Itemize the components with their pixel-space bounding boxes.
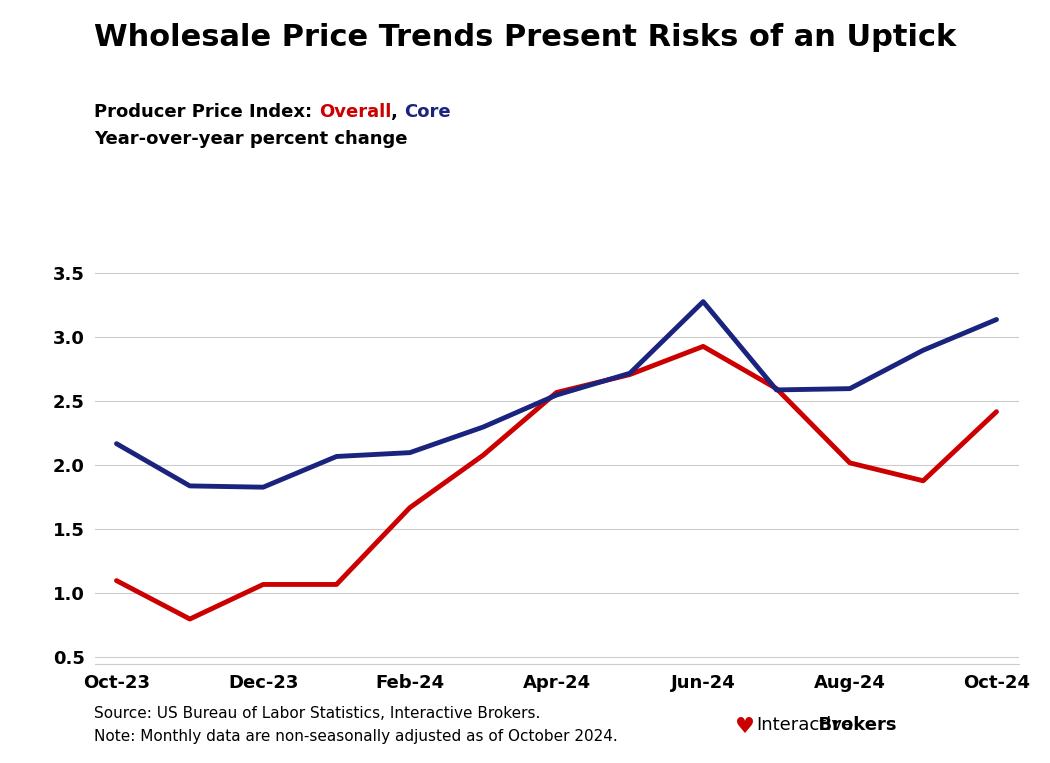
Text: Overall: Overall [319, 103, 392, 121]
Text: Year-over-year percent change: Year-over-year percent change [94, 130, 408, 148]
Text: Wholesale Price Trends Present Risks of an Uptick: Wholesale Price Trends Present Risks of … [93, 23, 957, 52]
Text: ,: , [392, 103, 404, 121]
Text: Core: Core [404, 103, 452, 121]
Text: Note: Monthly data are non-seasonally adjusted as of October 2024.: Note: Monthly data are non-seasonally ad… [94, 729, 618, 744]
Text: Interactive: Interactive [756, 716, 853, 734]
Text: Source: US Bureau of Labor Statistics, Interactive Brokers.: Source: US Bureau of Labor Statistics, I… [94, 706, 541, 721]
Text: Brokers: Brokers [756, 716, 897, 734]
Text: ♥: ♥ [735, 717, 755, 737]
Text: Producer Price Index:: Producer Price Index: [94, 103, 319, 121]
